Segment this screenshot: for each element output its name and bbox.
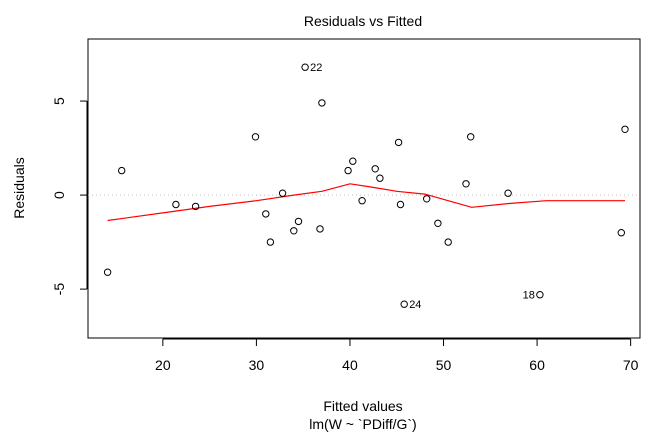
data-point	[318, 99, 326, 107]
data-point	[376, 174, 384, 182]
data-point	[344, 166, 352, 175]
data-point	[278, 189, 287, 197]
chart-title: Residuals vs Fitted	[304, 13, 422, 29]
data-point	[262, 210, 270, 218]
data-point	[621, 125, 629, 134]
data-point	[290, 227, 298, 235]
y-axis: -5 0 5	[51, 97, 88, 296]
y-tick-label: 0	[51, 191, 67, 199]
x-tick-label: 40	[342, 357, 358, 373]
x-tick-label: 60	[529, 357, 545, 373]
x-axis-subtitle: lm(W ~ `PDiff/G`)	[309, 416, 416, 432]
smoother-line	[107, 183, 625, 222]
data-point	[103, 268, 112, 276]
data-point	[617, 229, 625, 237]
data-point	[191, 202, 200, 211]
x-axis-label: Fitted values	[323, 398, 402, 414]
data-point	[358, 197, 366, 205]
data-point	[301, 63, 309, 71]
y-axis-label: Residuals	[11, 157, 27, 218]
data-point	[251, 133, 260, 141]
y-tick-label: -5	[51, 283, 67, 296]
points-layer: 22 24 18	[103, 62, 629, 311]
data-point	[266, 238, 275, 246]
data-point	[396, 200, 405, 209]
data-point	[434, 219, 442, 228]
data-point	[504, 189, 512, 197]
data-point	[467, 133, 475, 141]
x-axis: 20 30 40 50 60 70	[155, 338, 639, 373]
point-label-22: 22	[310, 62, 322, 74]
data-point	[394, 138, 403, 147]
data-point	[172, 200, 180, 209]
data-point	[536, 291, 544, 299]
data-point	[423, 195, 431, 203]
x-tick-label: 50	[436, 357, 452, 373]
data-point	[444, 238, 452, 246]
plot-frame	[87, 38, 641, 339]
smoother-layer	[107, 183, 625, 222]
data-point	[400, 300, 408, 308]
x-tick-label: 30	[249, 357, 265, 373]
data-point	[294, 217, 303, 226]
point-label-24: 24	[409, 299, 421, 311]
data-point	[316, 225, 324, 233]
data-point	[371, 165, 379, 173]
data-point	[118, 166, 126, 175]
data-point	[349, 157, 357, 165]
y-tick-label: 5	[51, 97, 67, 105]
x-tick-label: 20	[155, 357, 171, 373]
point-label-18: 18	[523, 290, 535, 302]
data-point	[462, 180, 470, 188]
x-tick-label: 70	[623, 357, 639, 373]
